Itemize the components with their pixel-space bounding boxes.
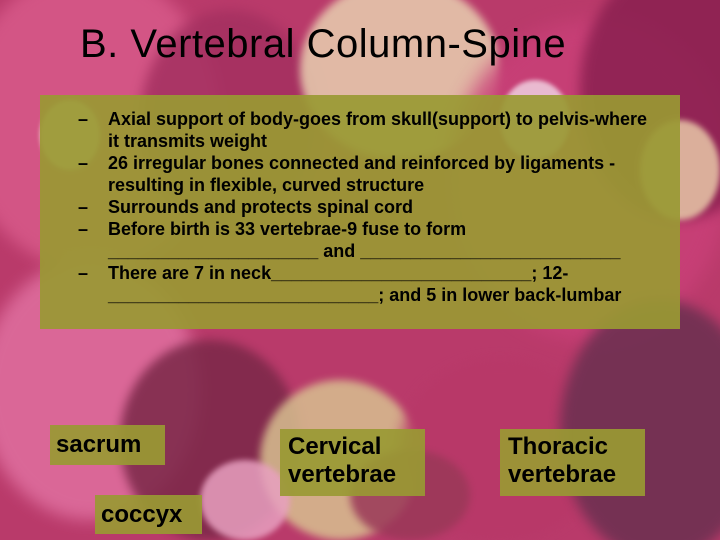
term-sacrum: sacrum [50, 425, 165, 465]
bullet-marker: – [58, 109, 108, 153]
bullet-item: – Surrounds and protects spinal cord [58, 197, 662, 219]
bullet-item: – 26 irregular bones connected and reinf… [58, 153, 662, 197]
term-coccyx: coccyx [95, 495, 202, 535]
bullet-text: Axial support of body-goes from skull(su… [108, 109, 662, 153]
term-thoracic: Thoracic vertebrae [500, 429, 645, 496]
bullet-marker: – [58, 263, 108, 307]
slide-title: B. Vertebral Column-Spine [30, 18, 690, 95]
bullet-text: Surrounds and protects spinal cord [108, 197, 662, 219]
term-row: sacrum coccyx Cervical vertebrae Thoraci… [50, 425, 680, 534]
bullet-text: Before birth is 33 vertebrae-9 fuse to f… [108, 219, 662, 263]
bullet-text: 26 irregular bones connected and reinfor… [108, 153, 662, 197]
bullet-list-box: – Axial support of body-goes from skull(… [40, 95, 680, 329]
bullet-item: – Before birth is 33 vertebrae-9 fuse to… [58, 219, 662, 263]
bullet-item: – Axial support of body-goes from skull(… [58, 109, 662, 153]
bullet-item: – There are 7 in neck___________________… [58, 263, 662, 307]
term-cervical: Cervical vertebrae [280, 429, 425, 496]
slide-content: B. Vertebral Column-Spine – Axial suppor… [0, 0, 720, 540]
bullet-marker: – [58, 219, 108, 263]
bullet-marker: – [58, 153, 108, 197]
bullet-text: There are 7 in neck_____________________… [108, 263, 662, 307]
bullet-marker: – [58, 197, 108, 219]
